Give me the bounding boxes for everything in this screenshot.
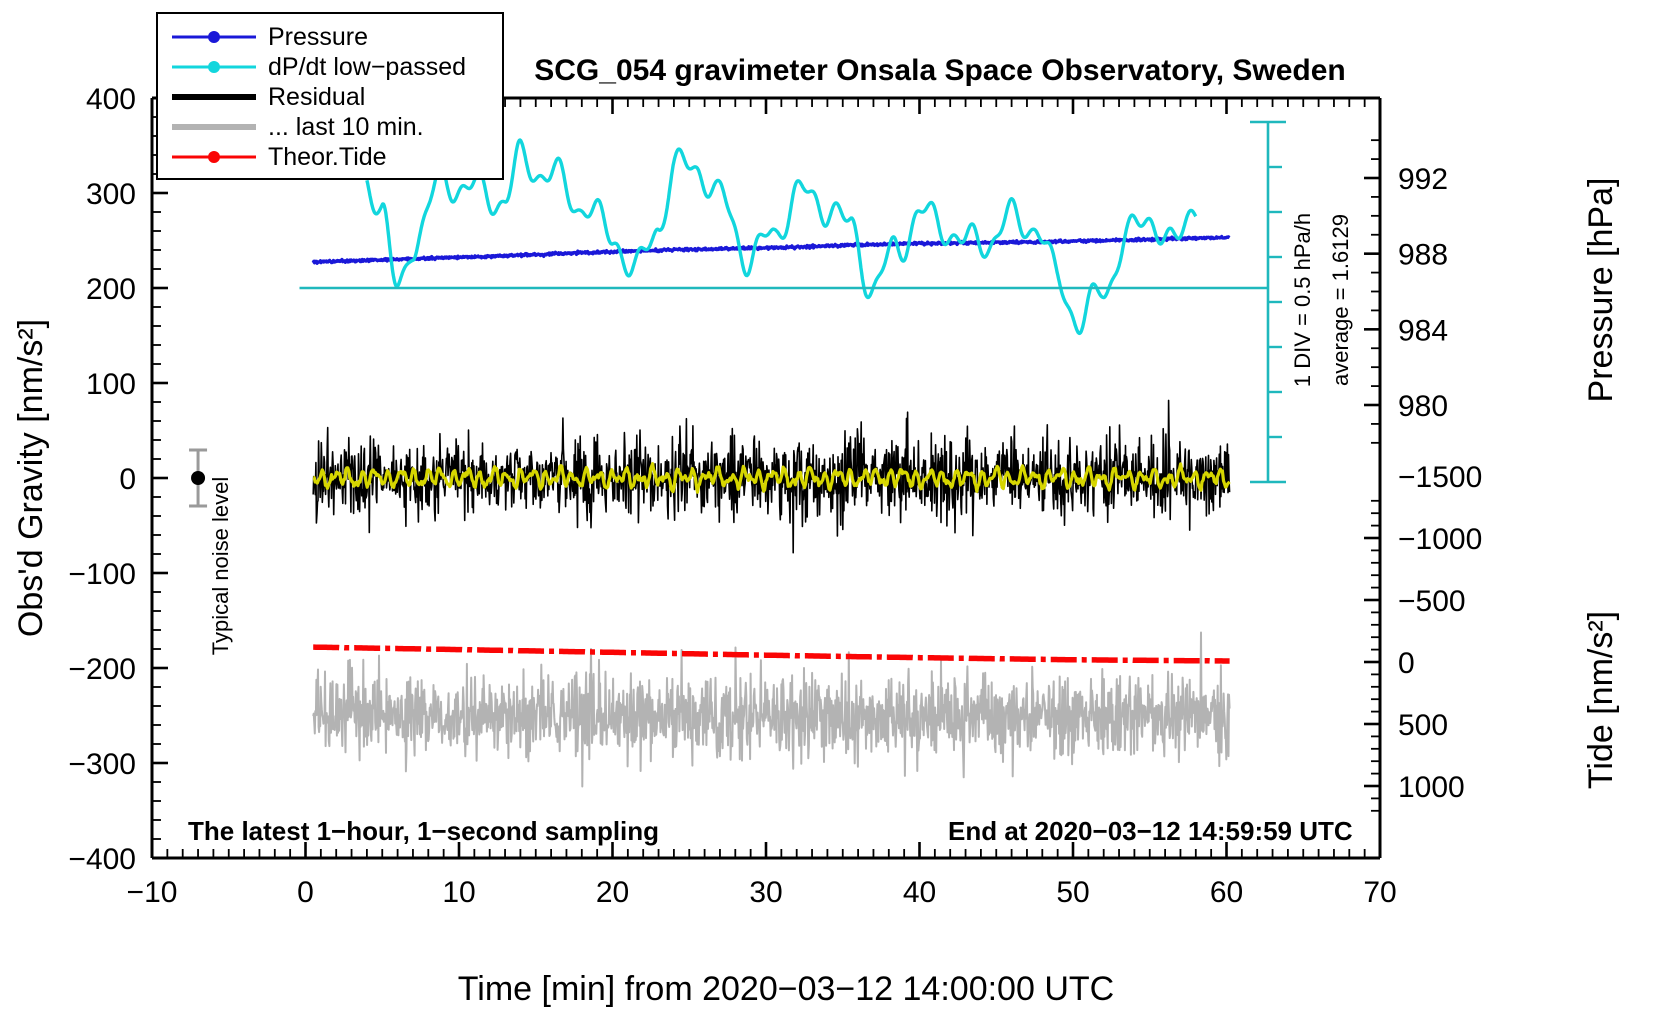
legend-label-residual: Residual [268,82,366,111]
svg-text:End at 2020−03−12 14:59:59 UTC: End at 2020−03−12 14:59:59 UTC [948,816,1353,846]
svg-text:−1000: −1000 [1398,523,1482,556]
svg-text:−500: −500 [1398,585,1466,618]
svg-text:70: 70 [1363,876,1396,909]
svg-text:The latest 1−hour, 1−second sa: The latest 1−hour, 1−second sampling [188,816,659,846]
svg-text:0: 0 [1398,647,1415,680]
legend-item: Residual [158,82,502,112]
legend-label-tide: Theor.Tide [268,142,387,171]
svg-text:100: 100 [86,368,136,401]
svg-text:−100: −100 [68,558,136,591]
svg-text:Time [min] from 2020−03−12 14:: Time [min] from 2020−03−12 14:00:00 UTC [458,970,1114,1008]
svg-text:SCG_054 gravimeter Onsala Spac: SCG_054 gravimeter Onsala Space Observat… [534,54,1346,87]
svg-text:−1500: −1500 [1398,461,1482,494]
legend-swatch-residual [172,86,256,108]
svg-text:−10: −10 [127,876,178,909]
svg-text:0: 0 [119,463,136,496]
legend-swatch-dpdt [172,56,256,78]
chart-legend: Pressure dP/dt low−passed Residual ... l… [156,12,504,180]
svg-text:−300: −300 [68,748,136,781]
svg-text:Pressure [hPa]: Pressure [hPa] [1582,178,1620,403]
legend-swatch-pressure [172,26,256,48]
legend-item: ... last 10 min. [158,112,502,142]
svg-text:0: 0 [297,876,314,909]
svg-text:200: 200 [86,273,136,306]
svg-text:980: 980 [1398,390,1448,423]
legend-label-last10: ... last 10 min. [268,112,424,141]
legend-item: dP/dt low−passed [158,52,502,82]
svg-text:992: 992 [1398,163,1448,196]
svg-text:984: 984 [1398,314,1448,347]
svg-text:−200: −200 [68,653,136,686]
svg-text:Obs'd Gravity [nm/s²]: Obs'd Gravity [nm/s²] [12,319,50,637]
svg-text:988: 988 [1398,239,1448,272]
svg-text:400: 400 [86,83,136,116]
legend-label-pressure: Pressure [268,22,369,51]
svg-text:60: 60 [1210,876,1243,909]
svg-text:1000: 1000 [1398,771,1465,804]
svg-text:Typical noise level: Typical noise level [208,477,233,656]
svg-text:30: 30 [749,876,782,909]
legend-label-dpdt: dP/dt low−passed [268,52,467,81]
legend-swatch-tide [172,146,256,168]
legend-item: Pressure [158,22,502,52]
svg-text:20: 20 [596,876,629,909]
svg-text:500: 500 [1398,709,1448,742]
svg-text:−400: −400 [68,843,136,876]
svg-text:50: 50 [1056,876,1089,909]
svg-text:Tide [nm/s²]: Tide [nm/s²] [1582,611,1620,789]
legend-swatch-last10 [172,116,256,138]
svg-text:300: 300 [86,178,136,211]
legend-item: Theor.Tide [158,142,502,172]
svg-text:1 DIV = 0.5 hPa/h: 1 DIV = 0.5 hPa/h [1290,213,1315,387]
svg-text:average = 1.6129: average = 1.6129 [1328,214,1353,386]
svg-text:10: 10 [442,876,475,909]
svg-text:40: 40 [903,876,936,909]
